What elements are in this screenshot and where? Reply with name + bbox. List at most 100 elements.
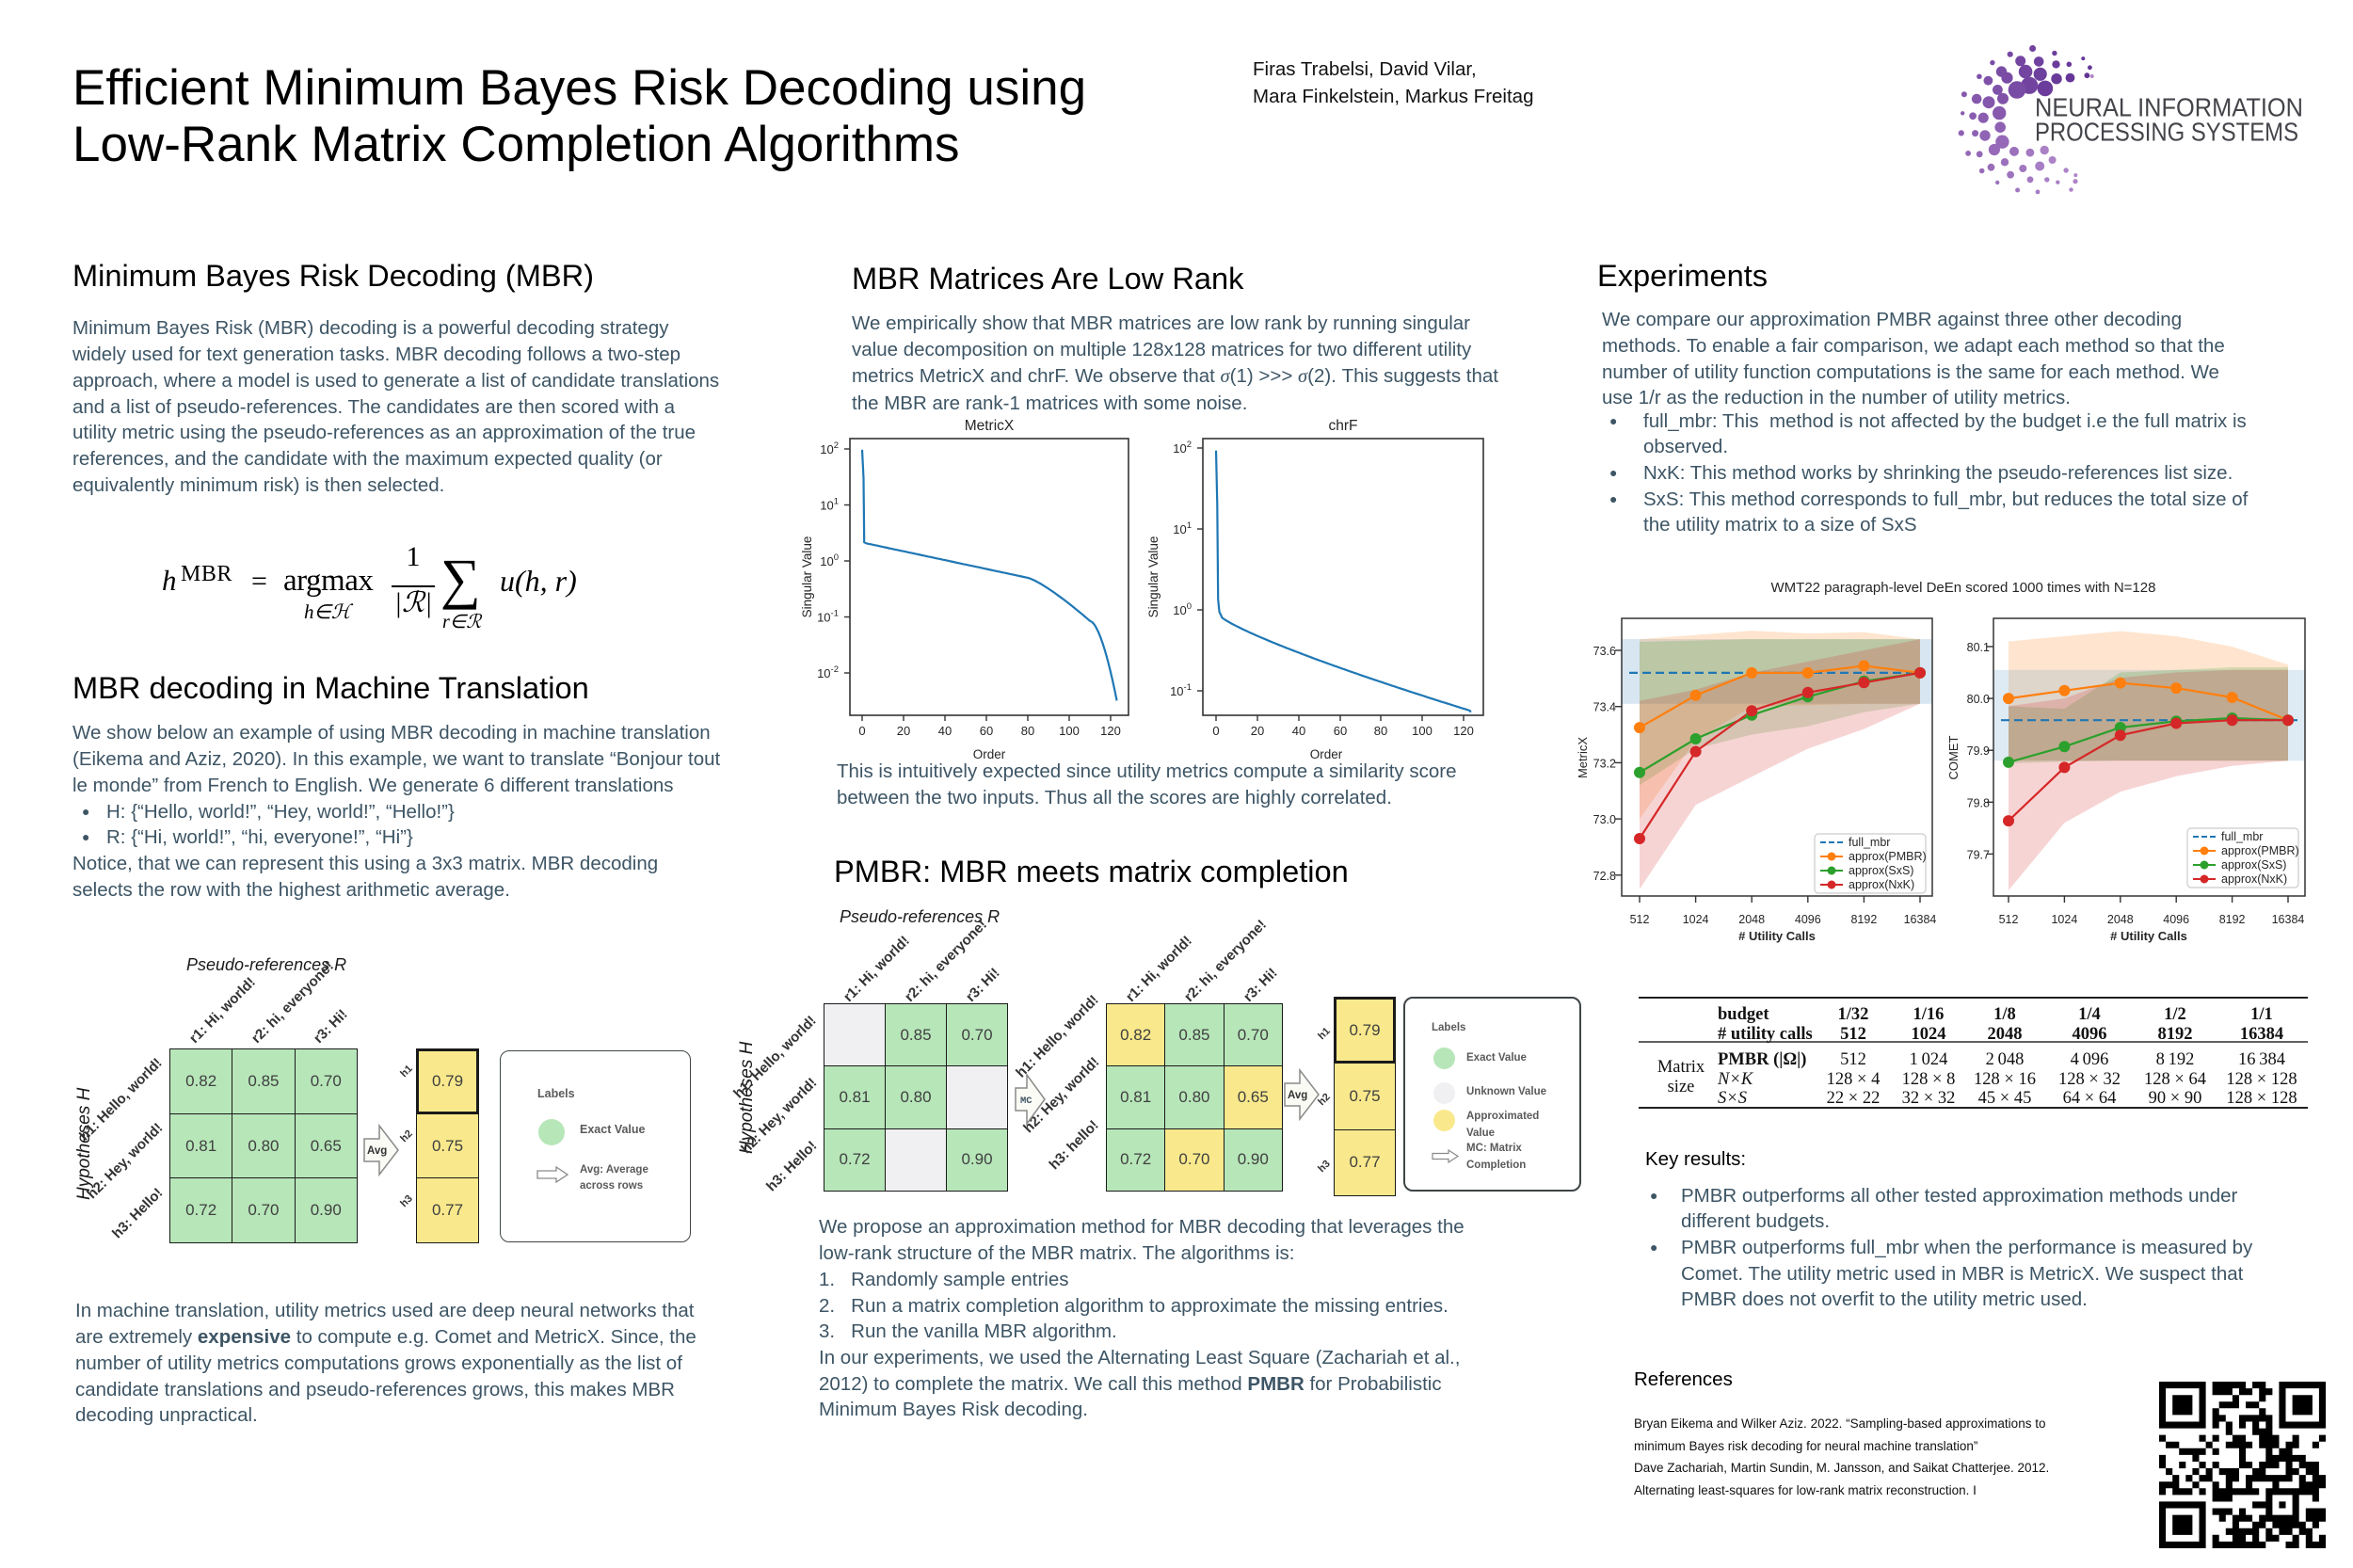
svg-text:512: 512 <box>1999 913 2019 926</box>
svg-text:73.2: 73.2 <box>1593 757 1616 770</box>
svg-text:128 × 128: 128 × 128 <box>2226 1070 2297 1089</box>
svg-text:Singular Value: Singular Value <box>800 536 814 618</box>
svg-text:79.8: 79.8 <box>1967 796 1990 809</box>
svg-text:73.6: 73.6 <box>1593 645 1616 658</box>
svg-text:full_mbr: full_mbr <box>1849 836 1890 849</box>
svg-text:2048: 2048 <box>1988 1025 2023 1044</box>
svg-text:80: 80 <box>1021 724 1034 738</box>
svg-text:S×S: S×S <box>1718 1089 1747 1108</box>
svg-text:MetricX: MetricX <box>1576 737 1590 778</box>
svg-text:# utility calls: # utility calls <box>1718 1025 1813 1044</box>
svg-text:512: 512 <box>1630 913 1650 926</box>
svg-text:budget: budget <box>1718 1005 1769 1024</box>
svg-text:Avg: Avg <box>1288 1090 1307 1101</box>
svg-text:128 × 32: 128 × 32 <box>2058 1070 2121 1089</box>
svg-text:16384: 16384 <box>2272 913 2305 926</box>
svg-text:Avg: Avg <box>367 1145 387 1157</box>
svg-text:2048: 2048 <box>1738 913 1765 926</box>
svg-text:4 096: 4 096 <box>2071 1050 2109 1069</box>
svg-text:1/8: 1/8 <box>1993 1005 2016 1024</box>
svg-text:Order: Order <box>1310 747 1343 761</box>
svg-text:512: 512 <box>1840 1050 1866 1069</box>
svg-text:WMT22 paragraph-level DeEn sco: WMT22 paragraph-level DeEn scored 1000 t… <box>1771 580 2156 596</box>
svg-text:128 × 128: 128 × 128 <box>2226 1089 2297 1108</box>
svg-text:PMBR (|Ω|): PMBR (|Ω|) <box>1718 1050 1806 1069</box>
svg-text:1/32: 1/32 <box>1838 1005 1869 1024</box>
svg-text:120: 120 <box>1453 724 1474 738</box>
svg-text:102: 102 <box>820 440 839 456</box>
svg-text:1024: 1024 <box>1683 913 1709 926</box>
svg-text:chrF: chrF <box>1329 418 1358 434</box>
svg-text:73.0: 73.0 <box>1593 813 1616 826</box>
svg-text:128 × 16: 128 × 16 <box>1974 1070 2036 1089</box>
svg-text:1/1: 1/1 <box>2250 1005 2273 1024</box>
svg-text:size: size <box>1668 1078 1695 1096</box>
svg-text:approx(NxK): approx(NxK) <box>2221 872 2287 886</box>
svg-text:32 × 32: 32 × 32 <box>1902 1089 1956 1108</box>
svg-text:full_mbr: full_mbr <box>2221 830 2263 843</box>
svg-text:NEURAL INFORMATION: NEURAL INFORMATION <box>2035 93 2303 122</box>
svg-text:100: 100 <box>1059 724 1080 738</box>
svg-text:8 192: 8 192 <box>2156 1050 2195 1069</box>
svg-text:MC: MC <box>1020 1096 1032 1107</box>
svg-text:16384: 16384 <box>2240 1025 2283 1044</box>
svg-text:40: 40 <box>1292 724 1305 738</box>
svg-text:79.9: 79.9 <box>1967 744 1990 758</box>
svg-text:0: 0 <box>1212 724 1219 738</box>
svg-text:# Utility Calls: # Utility Calls <box>2110 929 2187 943</box>
svg-text:approx(SxS): approx(SxS) <box>2221 858 2286 872</box>
svg-text:512: 512 <box>1840 1025 1866 1044</box>
svg-text:100: 100 <box>1173 601 1192 617</box>
svg-text:approx(PMBR): approx(PMBR) <box>2221 844 2299 857</box>
svg-text:PROCESSING SYSTEMS: PROCESSING SYSTEMS <box>2035 118 2298 147</box>
svg-text:MetricX: MetricX <box>965 418 1015 434</box>
svg-text:73.4: 73.4 <box>1593 701 1616 714</box>
svg-text:16384: 16384 <box>1904 913 1937 926</box>
svg-text:Singular Value: Singular Value <box>1146 536 1160 618</box>
svg-text:1 024: 1 024 <box>1910 1050 1948 1069</box>
svg-text:45 × 45: 45 × 45 <box>1978 1089 2032 1108</box>
svg-text:16 384: 16 384 <box>2238 1050 2285 1069</box>
svg-text:8192: 8192 <box>1850 913 1877 926</box>
svg-text:20: 20 <box>897 724 910 738</box>
svg-text:90 × 90: 90 × 90 <box>2149 1089 2202 1108</box>
svg-text:0: 0 <box>858 724 865 738</box>
svg-text:128 × 64: 128 × 64 <box>2144 1070 2206 1089</box>
svg-text:2 048: 2 048 <box>1986 1050 2025 1069</box>
svg-text:80: 80 <box>1374 724 1387 738</box>
svg-text:101: 101 <box>1173 520 1192 536</box>
svg-text:approx(PMBR): approx(PMBR) <box>1849 850 1927 863</box>
svg-text:72.8: 72.8 <box>1593 870 1616 883</box>
svg-text:4096: 4096 <box>1795 913 1821 926</box>
svg-text:102: 102 <box>1173 440 1192 456</box>
svg-text:101: 101 <box>820 497 839 513</box>
svg-text:COMET: COMET <box>1946 735 1961 779</box>
svg-text:22 × 22: 22 × 22 <box>1827 1089 1881 1108</box>
svg-text:1024: 1024 <box>1912 1025 1946 1044</box>
svg-text:64 × 64: 64 × 64 <box>2063 1089 2117 1108</box>
svg-text:128 × 8: 128 × 8 <box>1902 1070 1956 1089</box>
svg-text:4096: 4096 <box>2073 1025 2107 1044</box>
svg-text:120: 120 <box>1100 724 1121 738</box>
svg-text:20: 20 <box>1251 724 1264 738</box>
svg-text:10-2: 10-2 <box>817 664 839 680</box>
svg-text:60: 60 <box>1334 724 1347 738</box>
svg-text:approx(NxK): approx(NxK) <box>1849 878 1914 891</box>
svg-text:Order: Order <box>973 747 1006 761</box>
svg-text:8192: 8192 <box>2219 913 2246 926</box>
svg-text:1/4: 1/4 <box>2078 1005 2101 1024</box>
svg-text:40: 40 <box>938 724 952 738</box>
svg-text:# Utility Calls: # Utility Calls <box>1738 929 1816 943</box>
svg-text:10-1: 10-1 <box>817 609 839 625</box>
svg-text:10-1: 10-1 <box>1170 682 1192 698</box>
svg-text:100: 100 <box>1412 724 1433 738</box>
svg-text:2048: 2048 <box>2107 913 2134 926</box>
svg-text:79.7: 79.7 <box>1967 848 1990 861</box>
svg-text:8192: 8192 <box>2158 1025 2193 1044</box>
svg-text:128 × 4: 128 × 4 <box>1827 1070 1881 1089</box>
svg-text:80.0: 80.0 <box>1967 693 1990 706</box>
svg-text:1/2: 1/2 <box>2164 1005 2186 1024</box>
svg-text:4096: 4096 <box>2163 913 2189 926</box>
svg-text:1024: 1024 <box>2051 913 2077 926</box>
svg-text:100: 100 <box>820 552 839 568</box>
